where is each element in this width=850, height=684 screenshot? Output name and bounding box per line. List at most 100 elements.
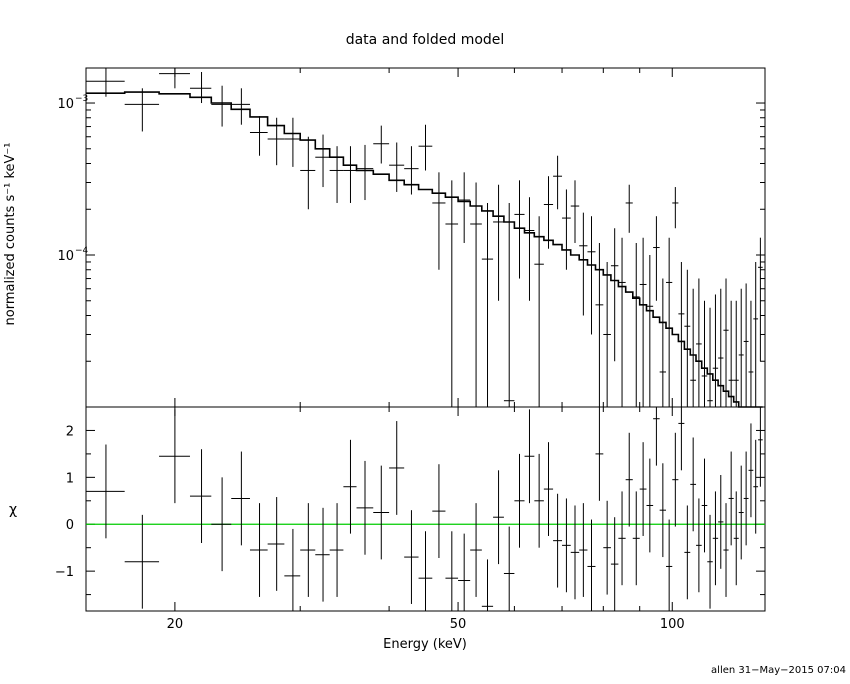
- residual-point: [570, 505, 580, 600]
- data-and-model-panel: 10−310−4: [57, 67, 766, 408]
- data-point: [503, 202, 515, 407]
- y-tick-label-top: 10: [57, 249, 74, 264]
- residual-point: [445, 531, 459, 611]
- data-point: [632, 242, 640, 407]
- x-tick-label: 100: [660, 617, 685, 632]
- data-point: [159, 68, 190, 89]
- residual-point: [481, 559, 494, 611]
- data-point: [743, 283, 749, 407]
- residual-point: [284, 528, 301, 611]
- data-point: [562, 189, 571, 270]
- y-tick-label-top: 10: [57, 97, 74, 112]
- data-point: [758, 237, 763, 362]
- footer-stamp: allen 31−May−2015 07:04: [711, 665, 846, 676]
- residual-point: [723, 503, 729, 597]
- residual-point: [458, 533, 471, 611]
- x-axis-label: Energy (keV): [383, 637, 467, 652]
- residual-point: [666, 519, 673, 611]
- residual-point: [610, 517, 619, 611]
- data-point: [481, 202, 494, 407]
- residual-point: [503, 526, 515, 611]
- data-point: [625, 184, 633, 233]
- data-point: [707, 307, 713, 407]
- residual-point: [562, 498, 571, 593]
- data-point: [470, 182, 482, 407]
- residual-point: [315, 507, 330, 602]
- data-point: [696, 278, 702, 407]
- residual-point: [595, 407, 604, 501]
- y-tick-label-bottom: 0: [66, 518, 74, 533]
- data-point: [666, 237, 673, 407]
- residual-point: [231, 451, 250, 546]
- data-point: [524, 197, 535, 301]
- data-point: [543, 176, 554, 249]
- data-point: [723, 278, 729, 407]
- residual-panel: 20 50 100 −1 0 1 2: [55, 406, 766, 632]
- y-tick-label-exponent: −3: [75, 94, 88, 104]
- data-point: [211, 85, 232, 127]
- y-tick-label-bottom: 1: [66, 471, 74, 486]
- residual-point: [672, 432, 679, 527]
- residual-point: [534, 453, 544, 548]
- data-point: [718, 288, 724, 407]
- residual-point: [659, 463, 667, 558]
- y-axis-label-bottom: χ: [9, 502, 17, 518]
- model-step-line: [86, 91, 763, 408]
- data-point: [284, 117, 301, 167]
- data-point: [514, 180, 525, 279]
- data-point: [728, 300, 734, 407]
- data-point: [753, 261, 759, 407]
- data-point: [418, 124, 433, 171]
- y-axis-label-top: normalized counts s⁻¹ keV⁻¹: [3, 143, 18, 326]
- data-point: [738, 288, 744, 407]
- residual-point: [189, 449, 212, 543]
- data-point: [404, 146, 419, 195]
- residual-point: [696, 498, 702, 593]
- data-point: [534, 216, 544, 407]
- residual-point: [690, 437, 697, 532]
- data-point: [445, 180, 459, 407]
- data-point: [646, 255, 654, 407]
- residual-point: [632, 491, 640, 586]
- data-point: [231, 88, 250, 125]
- data-point: [653, 216, 660, 301]
- residual-point: [587, 519, 596, 611]
- data-point: [595, 242, 604, 407]
- data-point: [587, 216, 596, 335]
- y-tick-label-bottom: 2: [66, 424, 74, 439]
- residual-point: [738, 465, 744, 560]
- data-point: [249, 116, 268, 156]
- data-point: [189, 72, 212, 104]
- data-point: [267, 117, 285, 166]
- residual-point: [124, 514, 160, 609]
- data-point: [618, 237, 626, 407]
- residual-point: [470, 503, 482, 597]
- data-point: [659, 278, 667, 407]
- x-tick-label: 20: [167, 617, 184, 632]
- residual-point: [753, 439, 759, 534]
- x-tick-label: 50: [450, 617, 467, 632]
- data-point: [432, 172, 446, 270]
- data-point: [701, 300, 708, 407]
- data-point: [373, 125, 390, 164]
- residual-point: [211, 477, 232, 572]
- residual-point: [553, 493, 563, 588]
- data-point: [690, 288, 697, 407]
- data-point: [639, 237, 647, 407]
- residual-point: [701, 458, 708, 553]
- residual-point: [543, 442, 554, 536]
- data-point: [733, 300, 739, 407]
- residual-point: [493, 470, 504, 565]
- data-point: [389, 142, 405, 192]
- residual-point: [389, 421, 405, 515]
- residual-point: [356, 460, 374, 555]
- residual-point: [86, 444, 125, 539]
- residual-point: [514, 453, 525, 548]
- residual-point: [758, 407, 763, 487]
- data-point: [678, 261, 685, 407]
- data-point: [315, 134, 330, 188]
- residual-point: [728, 451, 734, 546]
- data-point: [610, 228, 619, 362]
- data-point: [603, 261, 611, 407]
